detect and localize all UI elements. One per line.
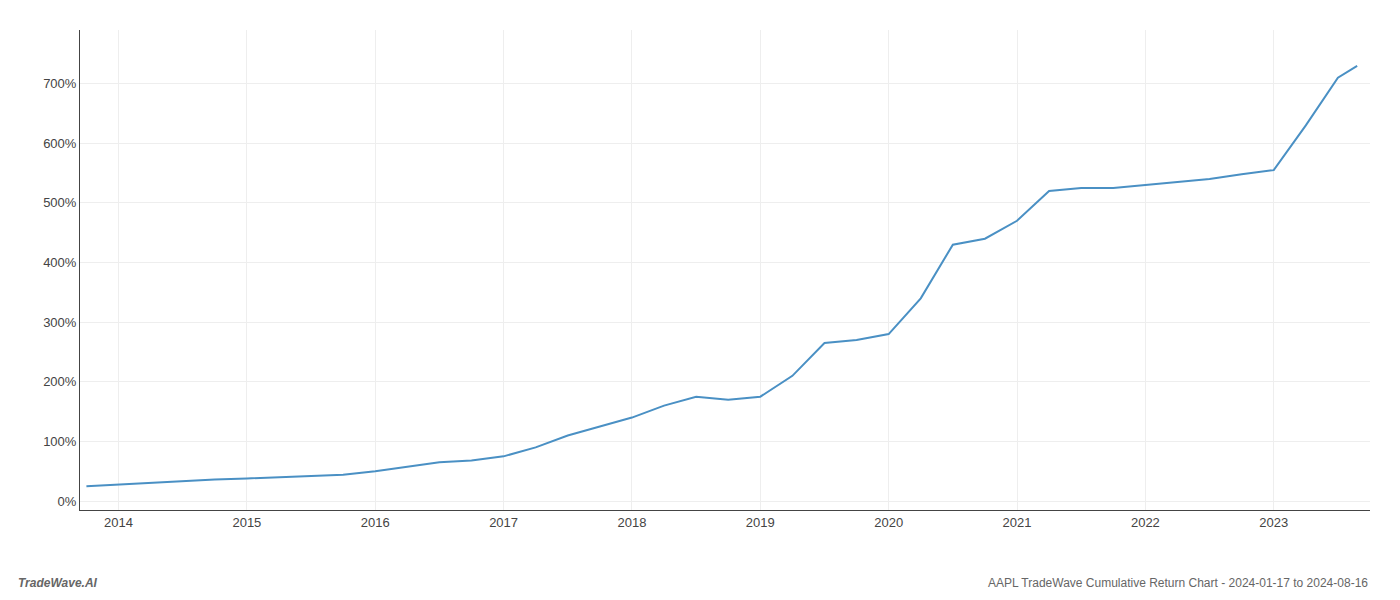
svg-text:500%: 500% — [43, 195, 77, 210]
svg-text:400%: 400% — [43, 255, 77, 270]
svg-text:700%: 700% — [43, 76, 77, 91]
svg-text:300%: 300% — [43, 315, 77, 330]
svg-text:2020: 2020 — [874, 515, 903, 530]
svg-text:2018: 2018 — [617, 515, 646, 530]
svg-text:2019: 2019 — [746, 515, 775, 530]
svg-text:2023: 2023 — [1259, 515, 1288, 530]
svg-text:TradeWave.AI: TradeWave.AI — [18, 576, 98, 590]
svg-text:200%: 200% — [43, 374, 77, 389]
svg-text:0%: 0% — [58, 494, 77, 509]
svg-text:AAPL TradeWave Cumulative Retu: AAPL TradeWave Cumulative Return Chart -… — [988, 576, 1368, 590]
svg-text:600%: 600% — [43, 136, 77, 151]
svg-text:2014: 2014 — [104, 515, 133, 530]
svg-text:2016: 2016 — [361, 515, 390, 530]
svg-text:2022: 2022 — [1131, 515, 1160, 530]
svg-text:2015: 2015 — [232, 515, 261, 530]
svg-text:100%: 100% — [43, 434, 77, 449]
svg-text:2017: 2017 — [489, 515, 518, 530]
svg-text:2021: 2021 — [1003, 515, 1032, 530]
